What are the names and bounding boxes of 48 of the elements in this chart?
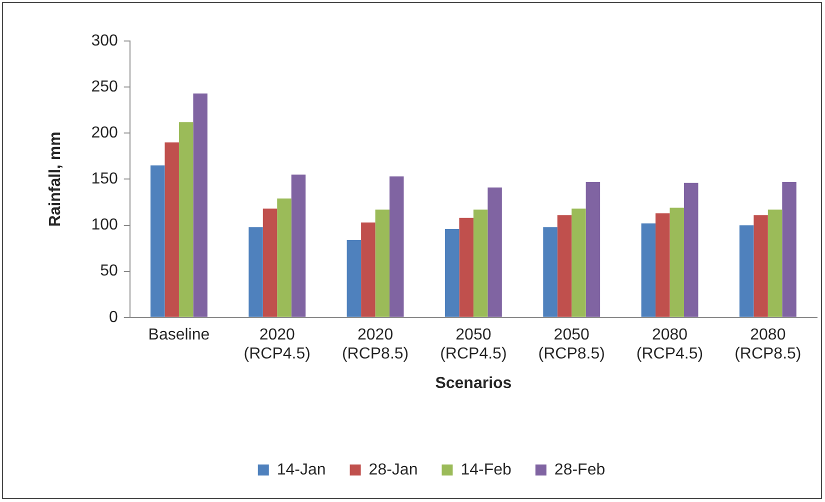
y-tick-label: 200 — [91, 124, 118, 142]
bar — [670, 208, 684, 317]
legend-label: 28-Feb — [554, 461, 606, 478]
bar — [543, 227, 558, 317]
x-tick-label: Baseline — [148, 326, 210, 344]
bar — [444, 228, 460, 317]
bar — [586, 182, 600, 317]
bar — [178, 122, 194, 317]
bar — [656, 213, 670, 317]
x-tick-label: 2080 (RCP8.5) — [734, 326, 802, 363]
y-tick-label: 250 — [91, 78, 118, 96]
bar — [739, 225, 754, 317]
bar — [164, 142, 179, 317]
bar — [641, 223, 656, 317]
y-tick-label: 150 — [91, 170, 118, 188]
bar — [557, 215, 572, 317]
legend-label: 28-Jan — [368, 461, 418, 478]
x-tick-label: 2020 (RCP8.5) — [342, 326, 409, 363]
bar — [375, 210, 390, 317]
y-axis-title: Rainfall, mm — [47, 132, 64, 227]
bar — [754, 215, 768, 317]
bar — [572, 208, 586, 317]
bar — [150, 165, 165, 317]
x-axis-title: Scenarios — [435, 374, 512, 392]
bar — [248, 227, 263, 317]
y-tick-label: 50 — [100, 262, 118, 280]
bar — [346, 240, 362, 317]
bar — [473, 210, 488, 317]
bar — [291, 174, 306, 317]
bar — [684, 182, 698, 317]
bar — [361, 222, 376, 317]
bar — [459, 218, 474, 317]
x-tick-label: 2050 (RCP8.5) — [538, 326, 605, 363]
bar — [390, 176, 404, 317]
bar — [488, 187, 502, 317]
x-tick-label: 2050 (RCP4.5) — [440, 326, 507, 363]
bar — [277, 198, 292, 317]
bar — [262, 208, 278, 317]
x-tick-label: 2080 (RCP4.5) — [636, 326, 704, 363]
bar — [768, 210, 782, 317]
x-tick-label: 2020 (RCP4.5) — [244, 326, 310, 363]
legend-label: 14-Feb — [460, 461, 512, 478]
y-tick-label: 100 — [91, 216, 118, 234]
y-tick-label: 0 — [108, 308, 118, 326]
y-tick-label: 300 — [91, 32, 118, 50]
bar — [782, 182, 796, 317]
bar — [193, 94, 208, 317]
legend-label: 14-Jan — [276, 461, 326, 478]
